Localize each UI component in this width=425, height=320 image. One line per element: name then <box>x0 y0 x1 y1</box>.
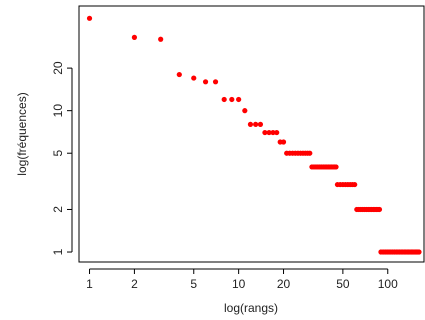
y-axis: 1 2 5 10 20 <box>51 61 73 255</box>
x-tick-label: 50 <box>336 277 350 291</box>
data-point <box>274 129 280 136</box>
x-tick-label: 2 <box>131 277 138 291</box>
data-point <box>266 129 272 136</box>
data-point <box>221 96 227 103</box>
data-point <box>280 139 287 145</box>
data-point <box>257 121 264 127</box>
data-point <box>212 79 219 85</box>
data-point <box>270 129 276 136</box>
x-tick-label: 20 <box>277 277 291 291</box>
y-tick-label: 10 <box>51 104 65 118</box>
data-point <box>352 181 358 188</box>
y-axis-label: log(fréquences) <box>15 92 29 175</box>
data-point <box>176 71 182 78</box>
data-point <box>247 121 254 127</box>
y-tick-label: 5 <box>51 150 65 157</box>
x-axis: 1 2 5 10 20 50 100 <box>86 268 398 291</box>
data-point <box>229 96 235 103</box>
data-point <box>242 108 248 114</box>
data-point <box>262 129 268 136</box>
y-tick-label: 1 <box>51 248 65 255</box>
x-tick-label: 1 <box>86 277 93 291</box>
data-point <box>307 150 313 156</box>
data-point <box>191 75 197 81</box>
x-tick-label: 10 <box>232 277 246 291</box>
data-point <box>202 79 209 85</box>
y-tick-label: 20 <box>51 61 65 75</box>
data-points <box>86 15 422 255</box>
data-point <box>131 34 138 40</box>
y-tick-label: 2 <box>51 206 65 213</box>
data-point <box>158 36 164 42</box>
x-axis-label: log(rangs) <box>224 301 278 315</box>
data-point <box>416 249 422 255</box>
x-tick-label: 5 <box>190 277 197 291</box>
data-point <box>333 164 339 170</box>
plot-frame <box>78 5 425 263</box>
x-tick-label: 100 <box>378 277 398 291</box>
data-point <box>253 121 259 127</box>
data-point <box>236 96 242 103</box>
data-point <box>86 15 93 21</box>
data-point <box>376 206 383 213</box>
